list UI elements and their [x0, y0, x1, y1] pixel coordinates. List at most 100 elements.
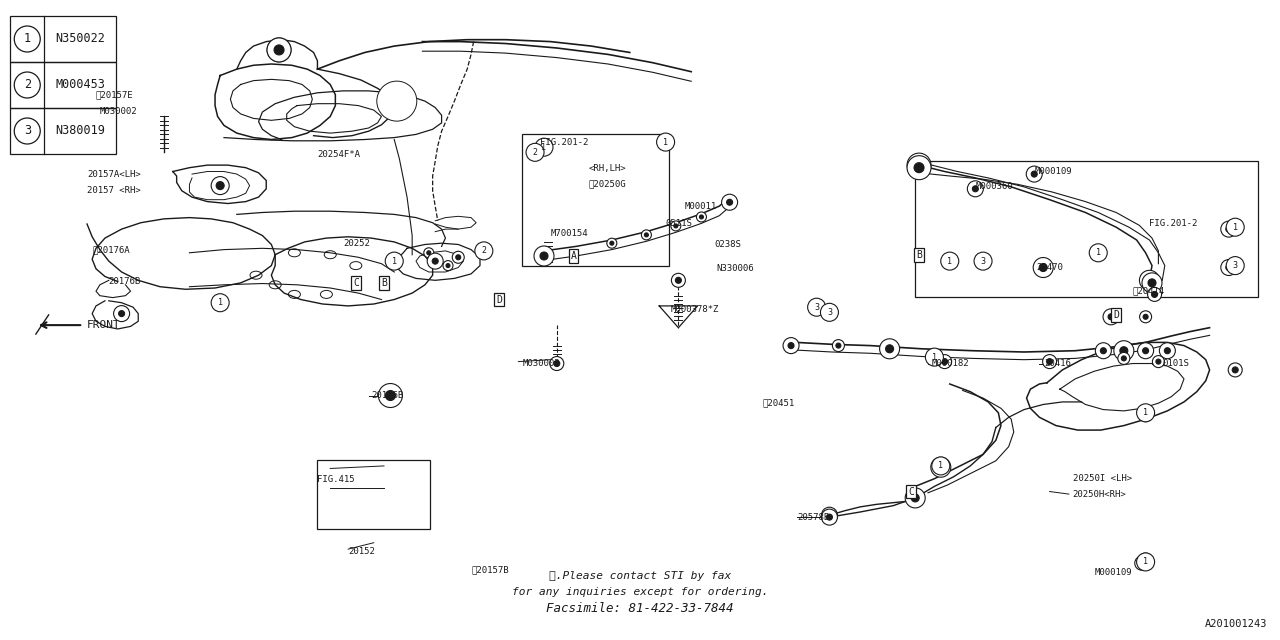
Circle shape	[974, 252, 992, 270]
Bar	[10, 16, 116, 62]
Text: 2: 2	[481, 246, 486, 255]
Text: 1: 1	[663, 138, 668, 147]
Circle shape	[727, 199, 732, 205]
Text: <RH,LH>: <RH,LH>	[589, 164, 626, 173]
Circle shape	[1108, 314, 1114, 320]
Text: N330006: N330006	[717, 264, 754, 273]
Circle shape	[1039, 264, 1047, 271]
Circle shape	[925, 348, 943, 366]
Text: 20176B: 20176B	[371, 391, 403, 400]
Circle shape	[908, 156, 931, 180]
Text: N380019: N380019	[55, 125, 105, 138]
Circle shape	[1139, 311, 1152, 323]
Circle shape	[968, 180, 983, 196]
Circle shape	[676, 277, 681, 284]
Circle shape	[1139, 560, 1144, 566]
Circle shape	[1143, 412, 1148, 418]
Text: M000182: M000182	[932, 359, 969, 368]
Circle shape	[1143, 348, 1148, 354]
Circle shape	[941, 252, 959, 270]
Bar	[317, 460, 430, 529]
Circle shape	[456, 255, 461, 260]
Circle shape	[452, 252, 465, 263]
Circle shape	[1221, 221, 1236, 237]
Bar	[522, 134, 669, 266]
Text: ※20414: ※20414	[1133, 287, 1165, 296]
Circle shape	[1152, 291, 1157, 298]
Circle shape	[832, 340, 845, 351]
Circle shape	[550, 356, 563, 371]
Text: 1: 1	[1143, 408, 1148, 417]
Circle shape	[699, 215, 704, 219]
Circle shape	[1148, 279, 1156, 287]
Text: C: C	[909, 486, 914, 497]
Circle shape	[379, 383, 402, 408]
Text: ※20157B: ※20157B	[471, 565, 508, 574]
Circle shape	[211, 177, 229, 195]
Circle shape	[942, 358, 947, 365]
Circle shape	[1137, 404, 1155, 422]
Text: 1: 1	[947, 257, 952, 266]
Circle shape	[1165, 348, 1170, 354]
Text: 0238S: 0238S	[714, 240, 741, 249]
Text: B: B	[381, 278, 387, 288]
Circle shape	[1143, 314, 1148, 319]
Circle shape	[905, 488, 925, 508]
Text: M000360: M000360	[975, 182, 1012, 191]
Circle shape	[443, 260, 453, 271]
Circle shape	[1143, 557, 1148, 563]
Text: M000378*Z: M000378*Z	[671, 305, 719, 314]
Circle shape	[268, 38, 291, 62]
Circle shape	[1032, 171, 1037, 177]
Text: 20470: 20470	[1037, 263, 1064, 272]
Text: B: B	[916, 250, 922, 260]
Circle shape	[609, 241, 614, 245]
Text: 3: 3	[827, 308, 832, 317]
Text: 1: 1	[23, 33, 31, 45]
Text: 1: 1	[218, 298, 223, 307]
Circle shape	[385, 390, 396, 401]
Circle shape	[1043, 355, 1056, 369]
Text: FIG.201-2: FIG.201-2	[1149, 220, 1198, 228]
Circle shape	[1139, 408, 1152, 422]
Circle shape	[808, 298, 826, 316]
Circle shape	[973, 186, 978, 192]
Circle shape	[836, 343, 841, 348]
Circle shape	[914, 160, 924, 170]
Text: 0101S: 0101S	[1162, 359, 1189, 368]
Circle shape	[672, 273, 685, 287]
Circle shape	[1221, 260, 1236, 275]
Circle shape	[1152, 356, 1165, 367]
Circle shape	[211, 294, 229, 312]
Text: 20250I <LH>: 20250I <LH>	[1073, 474, 1132, 483]
Circle shape	[390, 95, 403, 107]
Circle shape	[534, 246, 554, 266]
Text: 20176B: 20176B	[109, 277, 141, 286]
Text: 0511S: 0511S	[666, 220, 692, 228]
Circle shape	[1156, 359, 1161, 364]
Circle shape	[216, 182, 224, 189]
Text: 20252: 20252	[343, 239, 370, 248]
Circle shape	[879, 339, 900, 359]
Circle shape	[1160, 343, 1175, 358]
Text: 20250H<RH>: 20250H<RH>	[1073, 490, 1126, 499]
Circle shape	[1101, 348, 1106, 354]
Circle shape	[822, 508, 837, 524]
Circle shape	[554, 360, 559, 367]
Circle shape	[1089, 244, 1107, 262]
Text: C: C	[353, 278, 358, 288]
Circle shape	[937, 463, 945, 471]
Circle shape	[433, 258, 438, 264]
Text: M000453: M000453	[55, 79, 105, 92]
Text: A201001243: A201001243	[1204, 619, 1267, 629]
Bar	[10, 62, 116, 108]
Circle shape	[1117, 353, 1130, 364]
Text: FIG.415: FIG.415	[317, 476, 355, 484]
Circle shape	[1114, 340, 1134, 361]
Circle shape	[932, 457, 950, 475]
Text: 3: 3	[980, 257, 986, 266]
Circle shape	[914, 163, 924, 173]
Text: M00011: M00011	[685, 202, 717, 211]
Circle shape	[886, 345, 893, 353]
Circle shape	[1135, 556, 1148, 570]
